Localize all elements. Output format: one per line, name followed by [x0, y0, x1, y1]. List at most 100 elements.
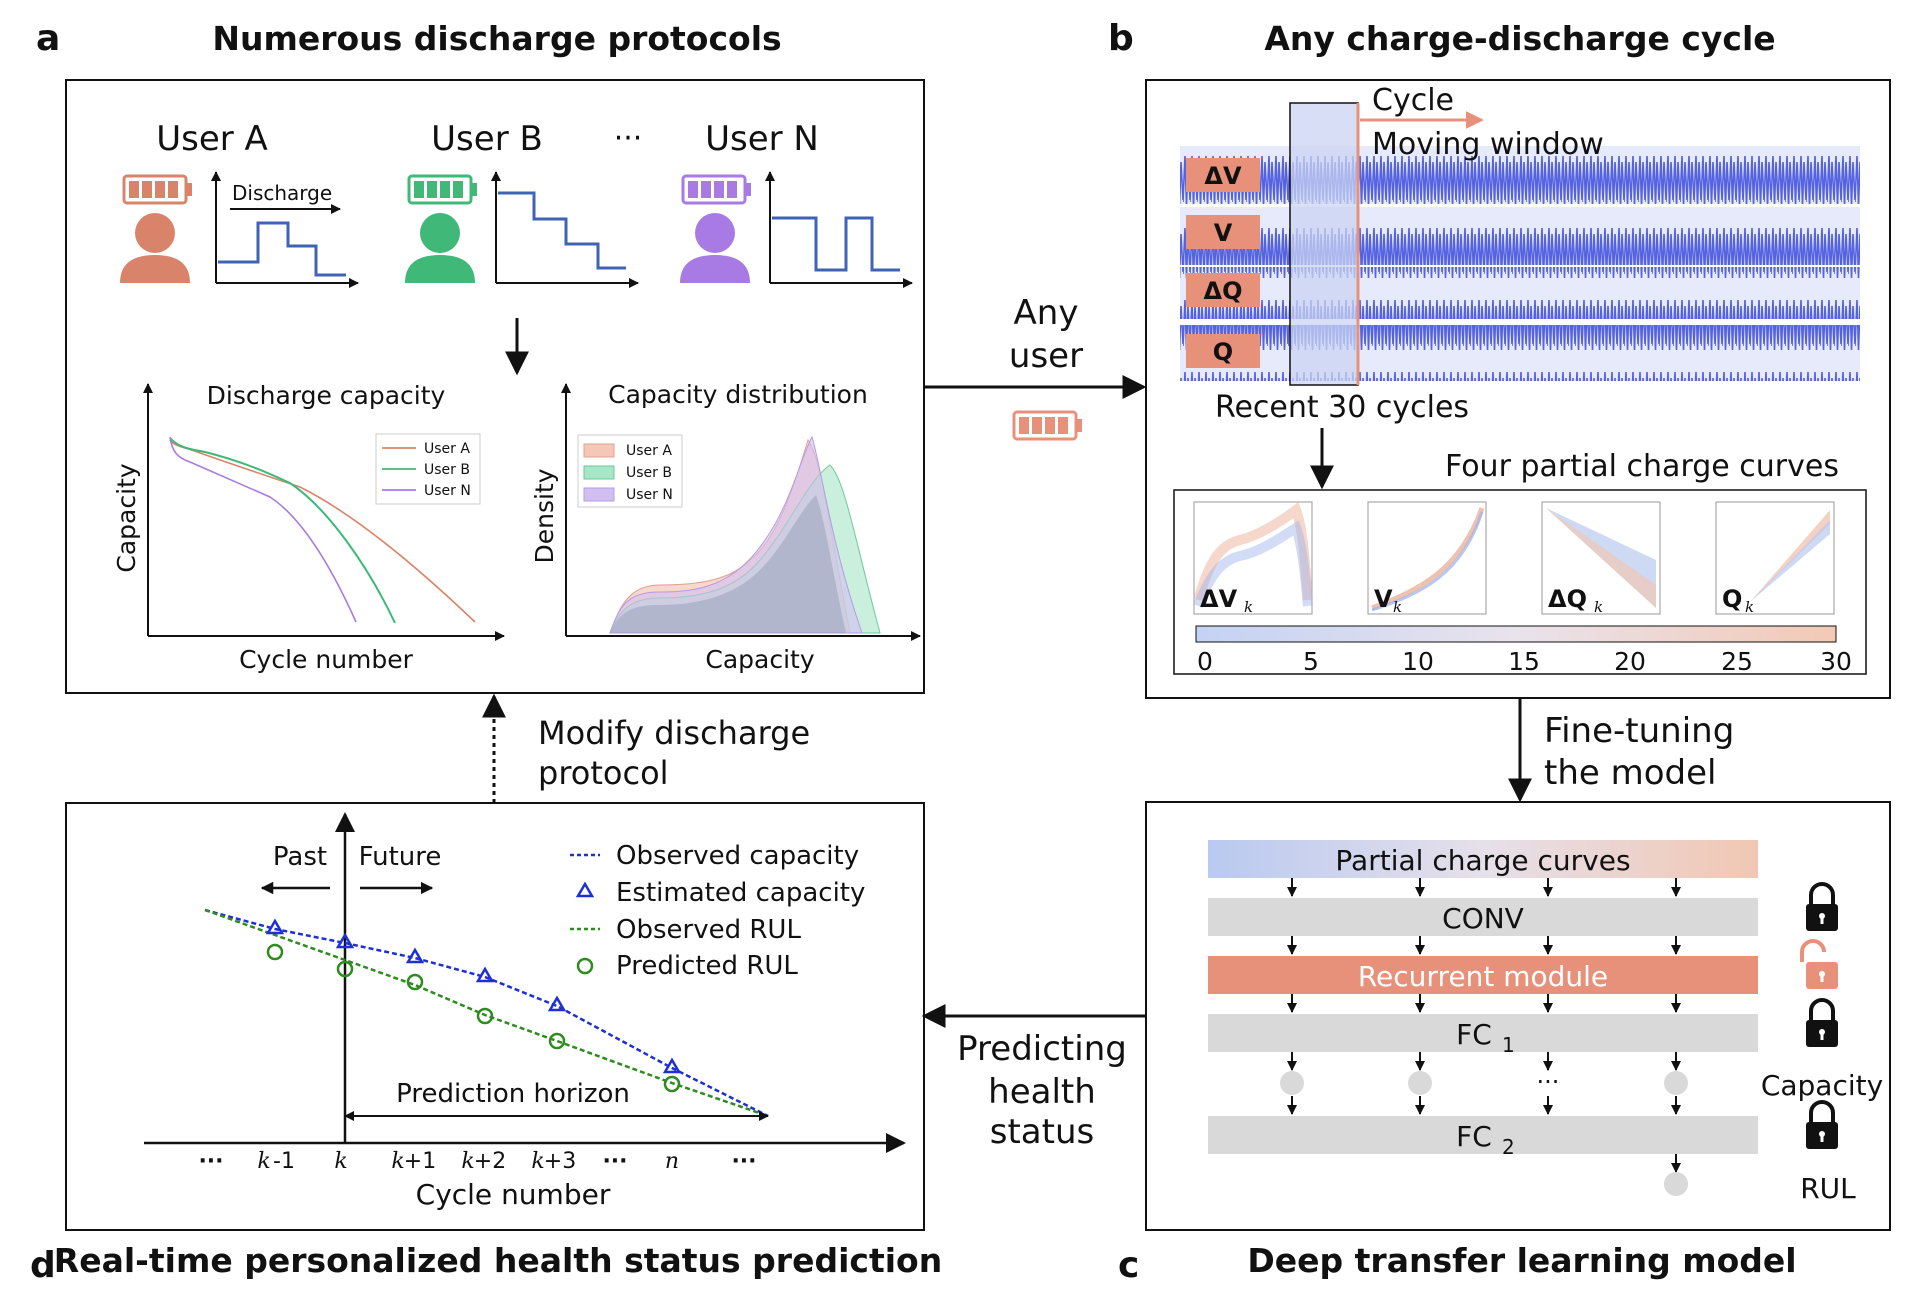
- moving-window-label: Moving window: [1372, 127, 1604, 162]
- signal-label-q: Q: [1213, 338, 1233, 366]
- layer-fc2-subscript: 2: [1502, 1135, 1515, 1159]
- layer-recurrent: [1208, 956, 1758, 994]
- xtick-ellipsis-mid: ···: [602, 1149, 627, 1174]
- distribution-chart-xlabel: Capacity: [705, 645, 814, 674]
- recent-cycles-label: Recent 30 cycles: [1215, 390, 1469, 425]
- cycle-label: Cycle: [1372, 83, 1454, 118]
- xtick-k-plus-2-var: k: [461, 1149, 474, 1174]
- fine-tuning-label-line2: the model: [1544, 753, 1716, 793]
- user-n-person-icon: [680, 213, 750, 283]
- capacity-chart-legend: User A User B User N: [375, 433, 481, 505]
- connector-any-user: Any user: [924, 293, 1147, 441]
- legend-estimated-capacity: Estimated capacity: [616, 878, 865, 908]
- capacity-distribution-chart: Capacity distribution Capacity Density U…: [530, 380, 921, 674]
- recurrent-unlock-icon: [1800, 939, 1838, 989]
- fc-nodes-ellipsis: ···: [1537, 1068, 1560, 1096]
- capacity-curve-user-n: [169, 436, 357, 623]
- user-n-protocol-chart: [765, 171, 913, 288]
- panel-a: a Numerous discharge protocols User A Us…: [36, 18, 925, 694]
- panel-c: c Deep transfer learning model Partial c…: [1118, 801, 1891, 1286]
- panel-letter-d: d: [30, 1245, 56, 1286]
- distribution-chart-title: Capacity distribution: [608, 380, 868, 409]
- predicting-label-line3: status: [990, 1112, 1094, 1152]
- capacity-legend-user-n: User N: [424, 483, 471, 499]
- observed-capacity-line: [204, 908, 769, 1118]
- user-a-protocol-chart: Discharge: [211, 171, 359, 288]
- connector-fine-tuning: Fine-tuning the model: [1508, 698, 1734, 803]
- connector-modify-protocol: Modify discharge protocol: [482, 693, 810, 803]
- user-b-label: User B: [431, 119, 543, 159]
- user-b-protocol-chart: [491, 171, 639, 288]
- rul-x-axis-label: Cycle number: [416, 1178, 611, 1211]
- distribution-overlap-area: [610, 495, 846, 633]
- legend-observed-capacity: Observed capacity: [616, 841, 859, 871]
- any-user-label-line2: user: [1009, 336, 1083, 376]
- output-node: [1664, 1172, 1688, 1196]
- output-rul-label: RUL: [1800, 1172, 1856, 1205]
- cycle-colorbar: 0 5 10 15 20 25 30: [1195, 625, 1852, 676]
- xtick-k: k: [334, 1149, 347, 1174]
- xtick-k-plus-1-var: k: [391, 1149, 404, 1174]
- layer-fc2-label: FC: [1456, 1120, 1492, 1153]
- xtick-k-plus-3-offset: +3: [544, 1149, 576, 1174]
- curve-label-q-sub: k: [1745, 598, 1754, 616]
- any-user-label-line1: Any: [1014, 293, 1079, 333]
- xtick-k-plus-3-var: k: [531, 1149, 544, 1174]
- connector-predicting: Predicting health status: [921, 1004, 1146, 1152]
- colorbar-tick-30: 30: [1820, 647, 1852, 676]
- xtick-k-plus-1-offset: +1: [404, 1149, 436, 1174]
- past-label: Past: [273, 842, 327, 872]
- signal-strip-q: Q: [1180, 325, 1860, 381]
- capacity-legend-user-b: User B: [424, 462, 470, 478]
- moving-window[interactable]: [1289, 102, 1360, 386]
- layer-fc1: [1208, 1014, 1758, 1052]
- curve-label-dq-sub: k: [1594, 598, 1603, 616]
- layer-recurrent-label: Recurrent module: [1358, 960, 1608, 993]
- panel-d-frame: [65, 802, 925, 1231]
- legend-observed-rul: Observed RUL: [616, 915, 801, 945]
- layer-input-partial-curves: [1208, 840, 1758, 878]
- modify-label-line2: protocol: [538, 754, 669, 792]
- user-a-person-icon: [120, 213, 190, 283]
- legend-predicted-rul: Predicted RUL: [616, 951, 798, 981]
- signal-label-v: V: [1214, 219, 1233, 247]
- fc-nodes: [1280, 1071, 1688, 1196]
- colorbar-tick-15: 15: [1508, 647, 1540, 676]
- capacity-chart-xlabel: Cycle number: [239, 645, 414, 674]
- xtick-n: n: [665, 1149, 679, 1174]
- panel-c-title: Deep transfer learning model: [1247, 1241, 1796, 1280]
- xtick-ellipsis-right: ···: [731, 1149, 756, 1174]
- any-user-battery-icon: [1012, 410, 1082, 441]
- panel-d-title: Real-time personalized health status pre…: [54, 1241, 942, 1280]
- xtick-k-plus-2-offset: +2: [474, 1149, 506, 1174]
- partial-curves-title: Four partial charge curves: [1445, 449, 1839, 484]
- user-n-battery-icon: [681, 174, 751, 205]
- curve-label-v-sub: k: [1393, 598, 1402, 616]
- layer-arrows: [1287, 878, 1681, 1173]
- user-a-battery-icon: [122, 174, 192, 205]
- panel-b: b Any charge-discharge cycle ΔV V ΔQ Q: [1108, 18, 1891, 699]
- layer-fc1-subscript: 1: [1502, 1033, 1515, 1057]
- layer-fc2: [1208, 1116, 1758, 1154]
- user-b-person-icon: [405, 213, 475, 283]
- rul-legend: Observed capacity Estimated capacity Obs…: [570, 841, 865, 981]
- discharge-label: Discharge: [232, 181, 332, 205]
- layer-fc1-label: FC: [1456, 1018, 1492, 1051]
- distribution-area-user-n: [609, 435, 863, 634]
- fine-tuning-label-line1: Fine-tuning: [1544, 711, 1734, 751]
- discharge-capacity-chart: Discharge capacity Cycle number Capacity…: [112, 381, 505, 674]
- colorbar-tick-5: 5: [1303, 647, 1319, 676]
- colorbar-tick-20: 20: [1614, 647, 1646, 676]
- signal-label-dv: ΔV: [1204, 162, 1242, 190]
- conv-lock-icon: [1806, 882, 1838, 931]
- distribution-legend-user-n: User N: [626, 487, 673, 503]
- future-label: Future: [359, 842, 442, 872]
- curve-thumb-q: Q k: [1715, 501, 1835, 616]
- fc1-lock-icon: [1806, 998, 1838, 1047]
- colorbar-tick-25: 25: [1721, 647, 1753, 676]
- panel-b-frame: [1145, 79, 1891, 699]
- estimated-capacity-markers: [265, 918, 682, 1074]
- capacity-chart-title: Discharge capacity: [207, 381, 446, 410]
- curve-label-v: V: [1374, 585, 1393, 613]
- panel-a-title: Numerous discharge protocols: [212, 19, 781, 58]
